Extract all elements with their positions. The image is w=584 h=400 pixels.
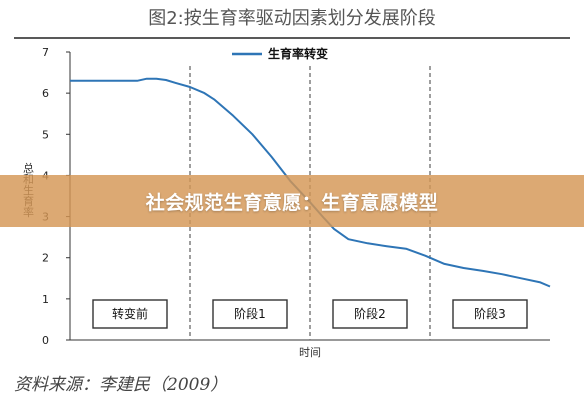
chart-title: 图2:按生育率驱动因素划分发展阶段: [148, 8, 436, 29]
overlay-banner: 社会规范生育意愿：生育意愿模型: [0, 175, 584, 227]
y-tick-label: 6: [42, 87, 49, 100]
legend: 生育率转变: [232, 46, 328, 61]
y-tick-label: 1: [42, 293, 49, 306]
stage-label: 阶段1: [234, 306, 266, 321]
stage-box: [332, 299, 408, 329]
stage-box: [452, 299, 528, 329]
stage-label: 阶段3: [474, 306, 506, 321]
legend-label: 生育率转变: [268, 46, 328, 61]
stage-box: [212, 299, 288, 329]
stage-box-group: 转变前 阶段1 阶段2 阶段3: [92, 299, 528, 329]
stage-label: 阶段2: [354, 306, 386, 321]
x-axis-label: 时间: [299, 346, 321, 359]
y-tick-label: 0: [42, 334, 49, 347]
y-tick-label: 5: [42, 128, 49, 141]
y-tick-label: 2: [42, 252, 49, 265]
stage-label: 转变前: [112, 306, 148, 321]
y-tick-label: 7: [42, 46, 49, 59]
banner-text: 社会规范生育意愿：生育意愿模型: [145, 191, 439, 214]
source-note: 资料来源：李建民（2009）: [14, 375, 227, 395]
stage-box: [92, 299, 168, 329]
